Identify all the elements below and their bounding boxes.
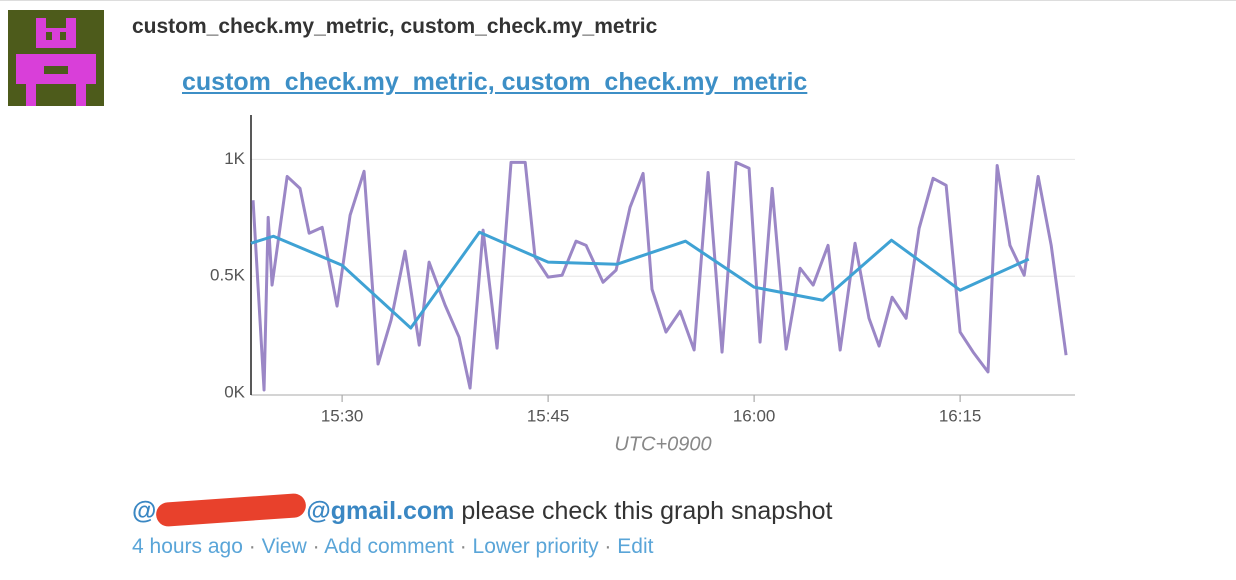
event-title: custom_check.my_metric, custom_check.my_… xyxy=(132,15,658,38)
divider xyxy=(0,0,1236,1)
y-tick-label: 0K xyxy=(224,382,245,401)
actions: 4 hours ago · View · Add comment · Lower… xyxy=(132,535,653,559)
comment-text: please check this graph snapshot xyxy=(461,497,833,525)
separator: · xyxy=(248,535,256,558)
mention[interactable]: @ @gmail.com xyxy=(132,492,455,528)
data-line xyxy=(251,160,1068,392)
comment: @ @gmail.com please check this graph snap… xyxy=(132,492,833,528)
y-tick-label: 1K xyxy=(224,149,245,168)
data-line xyxy=(250,230,1030,330)
avatar xyxy=(8,10,104,106)
chart: 0K 0.5K 1K 15:30 15:45 16:00 16:15 UTC+0900 xyxy=(210,115,1075,455)
x-tick-label: 16:15 xyxy=(939,406,982,425)
mention-end: @gmail.com xyxy=(306,497,455,525)
x-tick-label: 15:45 xyxy=(527,406,570,425)
view-link[interactable]: View xyxy=(261,535,307,558)
edit-link[interactable]: Edit xyxy=(617,535,654,558)
separator: · xyxy=(604,535,612,558)
separator: · xyxy=(459,535,467,558)
x-axis-label: UTC+0900 xyxy=(614,433,711,455)
x-tick-label: 15:30 xyxy=(321,406,364,425)
x-tick-label: 16:00 xyxy=(733,406,776,425)
lower-priority-link[interactable]: Lower priority xyxy=(472,535,599,558)
add-comment-link[interactable]: Add comment xyxy=(324,535,454,558)
separator: · xyxy=(312,535,320,558)
redaction xyxy=(155,492,308,528)
mention-start: @ xyxy=(132,497,157,525)
timestamp[interactable]: 4 hours ago xyxy=(132,535,243,558)
graph-link[interactable]: custom_check.my_metric, custom_check.my_… xyxy=(182,68,808,96)
y-tick-label: 0.5K xyxy=(210,266,246,285)
